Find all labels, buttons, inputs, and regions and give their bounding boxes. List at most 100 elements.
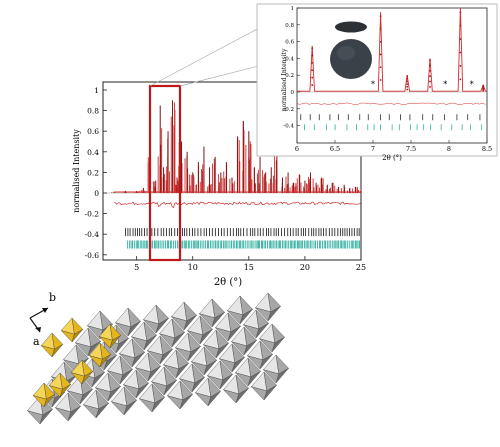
polyhedron-face — [51, 344, 63, 358]
inset-x-tick-label: 6.5 — [330, 145, 340, 153]
octahedron — [162, 349, 189, 379]
inset-series: * * * — [296, 7, 487, 131]
x-tick-label: 20 — [300, 263, 310, 272]
polyhedron-face — [275, 368, 289, 384]
inset-observed-point — [311, 76, 314, 79]
polyhedron-face — [187, 346, 201, 362]
inset-observed-point — [379, 28, 382, 30]
polyhedron-face — [267, 306, 281, 322]
y-tick-label: 1 — [94, 86, 99, 95]
polyhedron-face — [175, 363, 189, 379]
inset-plot: 6 6.5 7 7.5 8 8.5 1 0.8 0.6 0.4 0.2 0 -0.2 -0.4 * * * n… — [256, 3, 498, 162]
axis-arrows: b a — [29, 291, 56, 348]
octahedron — [190, 346, 217, 376]
inset-ylabel: normalised Intensity — [281, 48, 288, 111]
y-tick-label: -0.4 — [85, 230, 100, 239]
polyhedron-face — [239, 309, 253, 325]
inset-y-tick-label: 0.4 — [285, 56, 294, 62]
polyhedron-face — [159, 349, 173, 365]
main-ylabel: normalised Intensity — [72, 129, 81, 213]
y-tick-label: 0.4 — [87, 148, 99, 157]
tetrahedron — [32, 382, 56, 408]
inset-plot-frame — [296, 7, 488, 144]
polyhedron-face — [99, 354, 111, 368]
polyhedron-face — [67, 406, 81, 422]
main-series — [111, 100, 362, 249]
octahedron — [166, 380, 193, 410]
inset-observed-point — [406, 75, 409, 77]
polyhedron-face — [87, 341, 101, 357]
octahedron — [130, 321, 157, 351]
main-xlabel: 2θ (°) — [214, 277, 242, 288]
polyhedron-face — [155, 318, 169, 334]
inset-x-tick-label: 8.5 — [482, 145, 492, 153]
main-plot-frame — [102, 81, 362, 261]
inset-y-tick-label: 0.8 — [285, 23, 294, 29]
octahedron — [138, 383, 165, 413]
crystal-photo-round — [330, 39, 372, 79]
polyhedron-face — [179, 394, 193, 410]
tetrahedron — [88, 342, 112, 368]
y-tick-label: 0 — [94, 189, 99, 198]
inset-y-tick-label: 1 — [291, 6, 295, 12]
octahedron — [246, 340, 273, 370]
inset-observed-point — [406, 83, 409, 86]
tetrahedron — [60, 317, 84, 343]
octahedron — [114, 307, 141, 337]
polyhedron-face — [119, 369, 133, 385]
octahedron — [198, 298, 225, 328]
octahedron — [214, 312, 241, 342]
octahedron — [122, 369, 149, 399]
polyhedron-face — [215, 343, 229, 359]
main-plot: 5 10 15 20 25 1 0.8 0.6 0.4 0.2 0 -0.2 -0.4 -0.6 norm… — [72, 81, 366, 288]
polyhedron-face — [147, 366, 161, 382]
polyhedron-face — [123, 400, 137, 416]
polyhedron-face — [243, 340, 257, 356]
inset-y-tick-label: 0 — [291, 90, 295, 96]
inset-x-tick-label: 7.5 — [406, 145, 416, 153]
polyhedron-face — [71, 329, 83, 343]
polyhedron-face — [263, 385, 277, 401]
inset-observed-point — [459, 78, 462, 81]
polyhedron-face — [235, 388, 249, 404]
polyhedron-face — [135, 383, 149, 399]
octahedron — [218, 343, 245, 373]
inset-observed-point — [311, 47, 314, 50]
inset-observed-point — [429, 69, 431, 72]
highlight-box — [148, 84, 182, 262]
inset-observed-point — [311, 54, 314, 57]
octahedron — [186, 315, 213, 345]
polyhedron-face — [183, 315, 197, 331]
octahedron — [82, 389, 109, 419]
octahedron — [262, 354, 289, 384]
octahedron — [202, 329, 229, 359]
axis-a-arrowhead — [35, 327, 41, 332]
tetrahedron — [48, 372, 72, 398]
polyhedron-face — [199, 329, 213, 345]
polyhedron-face — [191, 377, 205, 393]
octahedron — [258, 323, 285, 353]
inset-observed-point — [379, 79, 382, 81]
polyhedron-face — [163, 380, 177, 396]
inset-observed-point — [459, 24, 462, 27]
x-tick-label: 25 — [356, 263, 366, 272]
octahedron — [254, 292, 281, 322]
inset-observed-point — [406, 85, 409, 88]
inset-calculated-profile — [297, 7, 487, 92]
polyhedron-face — [81, 371, 93, 385]
octahedron — [134, 352, 161, 382]
polyhedron-face — [171, 332, 185, 348]
inset-observed-point — [379, 15, 382, 18]
inset-observed-point — [429, 80, 431, 83]
polyhedron-face — [207, 391, 221, 407]
octahedron — [94, 372, 121, 402]
inset-observed-point — [429, 64, 431, 67]
tetrahedron — [70, 359, 94, 385]
y-tick-label: -0.6 — [85, 251, 100, 260]
inset-y-tick-label: -0.2 — [283, 107, 294, 113]
x-tick-label: 10 — [188, 263, 198, 272]
polyhedron-face — [271, 337, 285, 353]
inset-observed-point — [429, 59, 431, 61]
tetrahedron — [98, 323, 122, 349]
y-tick-label: 0.8 — [87, 107, 99, 116]
